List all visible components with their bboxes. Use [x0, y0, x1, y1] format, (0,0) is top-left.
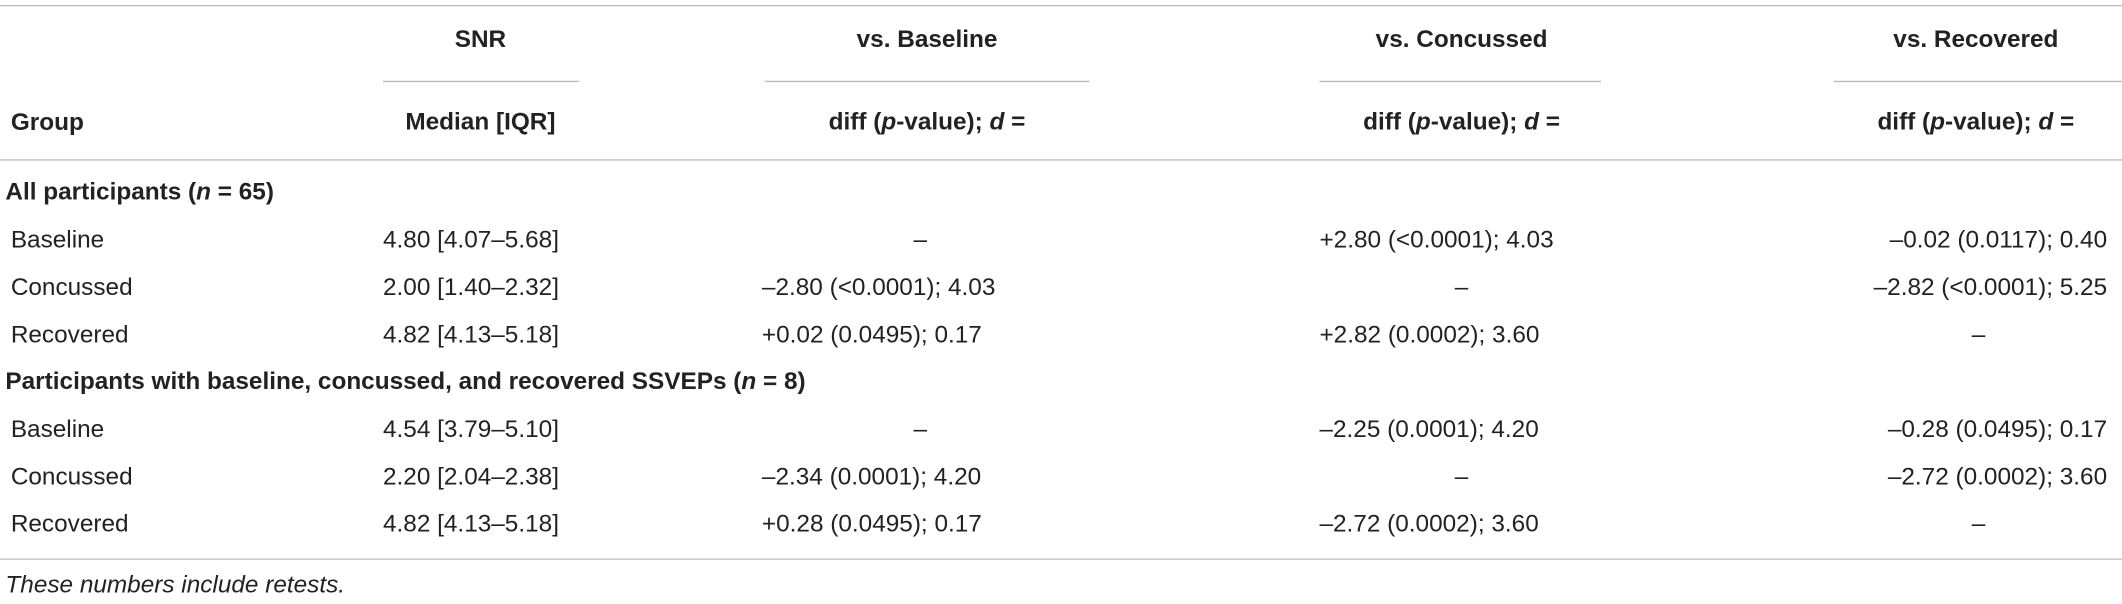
- cell: –: [1455, 463, 1469, 490]
- column-subtitle-run: d: [1524, 109, 1540, 136]
- column-subtitle: diff (p-value); d =: [1363, 109, 1560, 136]
- column-subtitle-run: -value);: [1431, 109, 1524, 136]
- cell: –2.80 (<0.0001); 4.03: [762, 274, 995, 301]
- column-subtitle-run: p: [880, 109, 896, 136]
- cell: 2.20 [2.04–2.38]: [383, 463, 559, 490]
- group-header: Group: [11, 109, 84, 136]
- cell: –: [1972, 321, 1986, 348]
- section-title-run: n: [741, 369, 756, 396]
- cell: –0.28 (0.0495); 0.17: [1888, 416, 2107, 443]
- column-subtitle-run: =: [1004, 109, 1025, 136]
- column-subtitle: diff (p-value); d =: [1877, 109, 2074, 136]
- cell: 4.82 [4.13–5.18]: [383, 321, 559, 348]
- cell: 2.00 [1.40–2.32]: [383, 274, 559, 301]
- column-subtitle-run: p: [1415, 109, 1431, 136]
- cell: +2.82 (0.0002); 3.60: [1319, 321, 1539, 348]
- section-title-run: = 65): [211, 179, 274, 206]
- cell: –2.82 (<0.0001); 5.25: [1874, 274, 2107, 301]
- cell: –0.02 (0.0117); 0.40: [1890, 227, 2107, 254]
- cell: 4.82 [4.13–5.18]: [383, 511, 559, 538]
- footnote: These numbers include retests.: [5, 572, 345, 599]
- column-subtitle-run: Median [IQR]: [405, 109, 555, 136]
- column-subtitle-run: =: [1539, 109, 1560, 136]
- cell: –2.34 (0.0001); 4.20: [762, 463, 981, 490]
- column-subtitle-run: diff (: [829, 109, 883, 136]
- column-subtitle-run: diff (: [1877, 109, 1931, 136]
- cell: +0.02 (0.0495); 0.17: [762, 321, 982, 348]
- row-label: Concussed: [11, 274, 133, 301]
- section-title-run: Participants with baseline, concussed, a…: [5, 369, 742, 396]
- column-subtitle: Median [IQR]: [405, 109, 555, 136]
- cell: –: [913, 227, 927, 254]
- column-subtitle-run: d: [2038, 109, 2054, 136]
- column-subtitle-run: diff (: [1363, 109, 1417, 136]
- column-title: vs. Baseline: [857, 26, 998, 53]
- row-label: Baseline: [11, 227, 104, 254]
- column-subtitle-run: -value);: [896, 109, 989, 136]
- column-title: SNR: [455, 26, 507, 53]
- column-title: vs. Concussed: [1376, 26, 1548, 53]
- cell: –2.25 (0.0001); 4.20: [1319, 416, 1538, 443]
- cell: –2.72 (0.0002); 3.60: [1319, 511, 1538, 538]
- cell: –: [913, 416, 927, 443]
- column-subtitle-run: -value);: [1945, 109, 2038, 136]
- section-title-run: n: [196, 179, 211, 206]
- cell: –: [1455, 274, 1469, 301]
- column-subtitle: diff (p-value); d =: [829, 109, 1026, 136]
- column-title: vs. Recovered: [1893, 26, 2058, 53]
- cell: –: [1972, 511, 1986, 538]
- cell: 4.80 [4.07–5.68]: [383, 227, 559, 254]
- row-label: Recovered: [11, 511, 129, 538]
- section-title: Participants with baseline, concussed, a…: [5, 369, 805, 396]
- column-subtitle-run: =: [2053, 109, 2074, 136]
- cell: +0.28 (0.0495); 0.17: [762, 511, 982, 538]
- section-title-run: All participants (: [5, 179, 197, 206]
- row-label: Baseline: [11, 416, 104, 443]
- row-label: Recovered: [11, 321, 129, 348]
- cell: +2.80 (<0.0001); 4.03: [1319, 227, 1553, 254]
- section-title-run: = 8): [756, 369, 805, 396]
- column-subtitle-run: d: [990, 109, 1006, 136]
- row-label: Concussed: [11, 463, 133, 490]
- cell: 4.54 [3.79–5.10]: [383, 416, 559, 443]
- cell: –2.72 (0.0002); 3.60: [1888, 463, 2107, 490]
- column-subtitle-run: p: [1929, 109, 1945, 136]
- section-title: All participants (n = 65): [5, 179, 274, 206]
